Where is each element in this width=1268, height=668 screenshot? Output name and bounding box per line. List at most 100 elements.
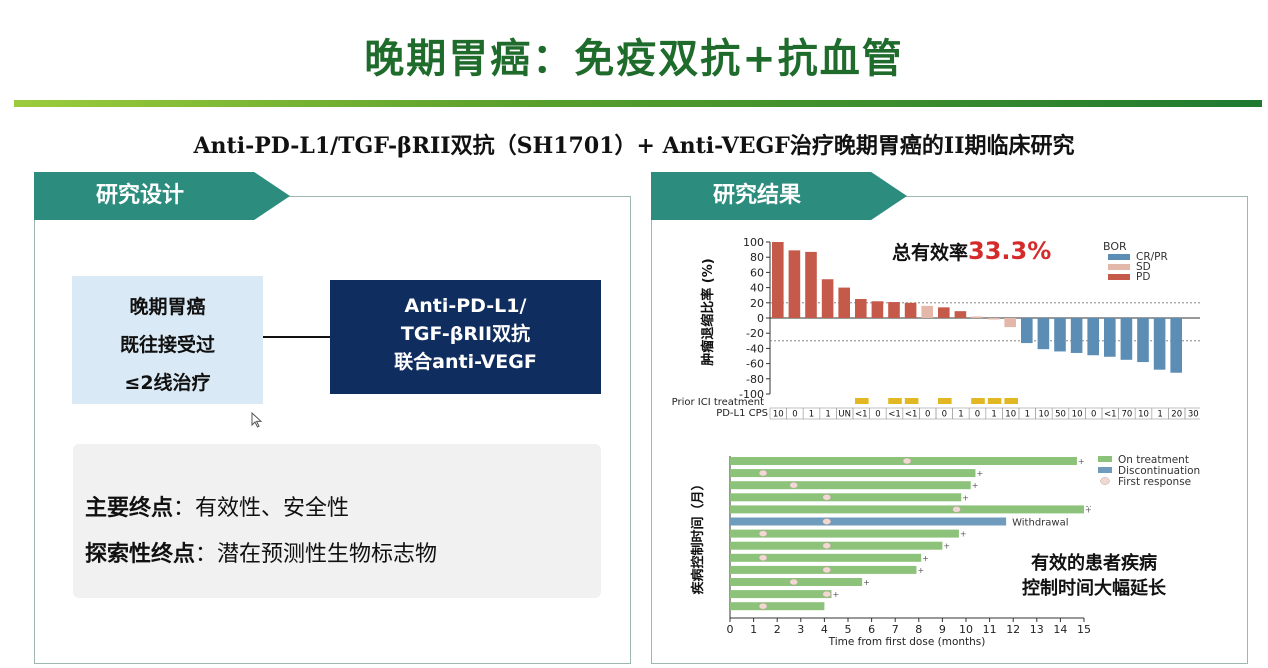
waterfall-bar bbox=[838, 287, 850, 318]
swimmer-x-tick-label: 9 bbox=[939, 623, 946, 636]
waterfall-bar bbox=[1021, 318, 1033, 344]
primary-endpoint-value: ：有效性、安全性 bbox=[173, 496, 350, 521]
orr-text: 总有效率33.3% bbox=[892, 237, 1051, 265]
swimmer-x-tick-label: 3 bbox=[797, 623, 804, 636]
first-response-marker bbox=[758, 554, 768, 562]
population-box: 晚期胃癌 既往接受过 ≤2线治疗 bbox=[72, 276, 263, 404]
exploratory-endpoint: 探索性终点：潜在预测性生物标志物 bbox=[85, 536, 437, 568]
treatment-line: TGF-βRII双抗 bbox=[400, 323, 531, 345]
population-line: 晚期胃癌 bbox=[129, 296, 206, 318]
waterfall-legend-label: SD bbox=[1136, 261, 1151, 273]
cps-value: 1 bbox=[958, 410, 963, 420]
exploratory-endpoint-value: ：潜在预测性生物标志物 bbox=[195, 542, 438, 567]
ongoing-marker: + bbox=[1078, 457, 1085, 466]
swimmer-bars bbox=[730, 456, 1112, 611]
first-response-marker bbox=[902, 457, 912, 465]
cps-value: 10 bbox=[1138, 410, 1149, 420]
swimmer-x-axis-label: Time from first dose (months) bbox=[828, 636, 986, 648]
cps-value: 0 bbox=[792, 410, 797, 420]
dcr-note-line: 有效的患者疾病 bbox=[1031, 552, 1157, 574]
waterfall-legend-swatch bbox=[1108, 254, 1130, 260]
swimmer-bar bbox=[730, 469, 976, 478]
waterfall-y-tick-label: 0 bbox=[757, 312, 764, 325]
ongoing-marker: + bbox=[962, 493, 969, 502]
swimmer-x-tick-label: 4 bbox=[821, 623, 828, 636]
cps-value: 1 bbox=[1157, 410, 1162, 420]
design-tab: 研究设计 bbox=[34, 172, 290, 220]
waterfall-y-axis-label: 肿瘤退缩比率 (%) bbox=[700, 258, 716, 365]
prior-ici-marker bbox=[1004, 398, 1018, 404]
prior-ici-label: Prior ICI treatment bbox=[672, 397, 764, 408]
waterfall-bar bbox=[805, 251, 817, 318]
waterfall-y-tick-label: -40 bbox=[746, 342, 764, 355]
first-response-marker bbox=[758, 602, 768, 610]
waterfall-legend-label: CR/PR bbox=[1136, 251, 1168, 263]
waterfall-y-tick-label: -20 bbox=[746, 327, 764, 340]
first-response-marker bbox=[822, 566, 832, 574]
waterfall-bar bbox=[1070, 318, 1083, 353]
waterfall-y-tick-label: 60 bbox=[750, 266, 764, 279]
waterfall-y-tick-label: -100 bbox=[739, 388, 764, 401]
swimmer-x-tick-label: 8 bbox=[915, 623, 922, 636]
cps-value: 1 bbox=[809, 410, 814, 420]
first-response-marker bbox=[952, 506, 961, 513]
waterfall-bar bbox=[1153, 318, 1166, 370]
swimmer-bar bbox=[730, 505, 1084, 514]
first-response-marker bbox=[822, 494, 832, 501]
prior-ici-marker bbox=[987, 398, 1002, 404]
waterfall-bar bbox=[1004, 318, 1016, 328]
waterfall-legend-swatch bbox=[1108, 264, 1130, 270]
cps-value: 10 bbox=[1005, 410, 1016, 420]
waterfall-y-tick-label: 20 bbox=[750, 297, 764, 310]
dcr-note-line: 控制时间大幅延长 bbox=[1022, 577, 1167, 599]
cps-value: 0 bbox=[942, 410, 947, 420]
waterfall-bar bbox=[1037, 318, 1050, 350]
swimmer-x-tick-label: 0 bbox=[727, 623, 734, 636]
waterfall-legend-title: BOR bbox=[1103, 240, 1127, 253]
waterfall-bar bbox=[1104, 318, 1116, 357]
waterfall-bar bbox=[871, 301, 884, 318]
swimmer-x-tick-label: 11 bbox=[983, 623, 997, 636]
waterfall-bar bbox=[855, 299, 867, 318]
waterfall-bar bbox=[921, 305, 933, 318]
swimmer-x-tick-label: 7 bbox=[892, 623, 899, 636]
waterfall-bar bbox=[938, 307, 950, 318]
swimmer-legend-label: Discontinuation bbox=[1118, 465, 1200, 477]
swimmer-legend-swatch bbox=[1098, 456, 1112, 462]
waterfall-bar bbox=[904, 302, 917, 318]
swimmer-bar bbox=[730, 517, 1007, 526]
waterfall-y-tick-label: -60 bbox=[746, 358, 764, 371]
ongoing-marker: + bbox=[863, 578, 870, 587]
orr-label: 总有效率 bbox=[892, 241, 968, 264]
waterfall-y-tick-label: -80 bbox=[746, 373, 764, 386]
cps-value: 20 bbox=[1171, 410, 1182, 420]
treatment-line: Anti-PD-L1/ bbox=[404, 295, 527, 317]
swimmer-note: Withdrawal bbox=[1012, 518, 1068, 529]
ongoing-marker: + bbox=[922, 554, 929, 563]
first-response-marker bbox=[789, 578, 798, 586]
prior-ici-marker bbox=[904, 398, 919, 404]
primary-endpoint-label: 主要终点 bbox=[85, 496, 174, 521]
waterfall-legend-label: PD bbox=[1136, 271, 1150, 283]
cps-value: 0 bbox=[875, 410, 880, 420]
treatment-line: 联合anti-VEGF bbox=[394, 351, 537, 373]
waterfall-bar bbox=[788, 250, 801, 318]
cps-value: 70 bbox=[1121, 410, 1132, 420]
swimmer-legend-label: On treatment bbox=[1118, 454, 1189, 466]
waterfall-bar bbox=[1137, 318, 1149, 363]
waterfall-y-tick-label: 40 bbox=[750, 282, 764, 295]
waterfall-bar bbox=[987, 318, 1000, 320]
cps-value: <1 bbox=[855, 410, 868, 420]
population-line: ≤2线治疗 bbox=[124, 372, 211, 394]
waterfall-bar bbox=[888, 302, 900, 318]
waterfall-legend-swatch bbox=[1108, 274, 1130, 280]
prior-ici-marker bbox=[938, 398, 952, 404]
ongoing-marker: + bbox=[960, 530, 967, 539]
swimmer-x-tick-label: 1 bbox=[750, 623, 757, 636]
title-divider bbox=[14, 100, 1262, 107]
waterfall-y-tick-label: 80 bbox=[750, 251, 764, 264]
swimmer-x-tick-label: 10 bbox=[959, 623, 973, 636]
